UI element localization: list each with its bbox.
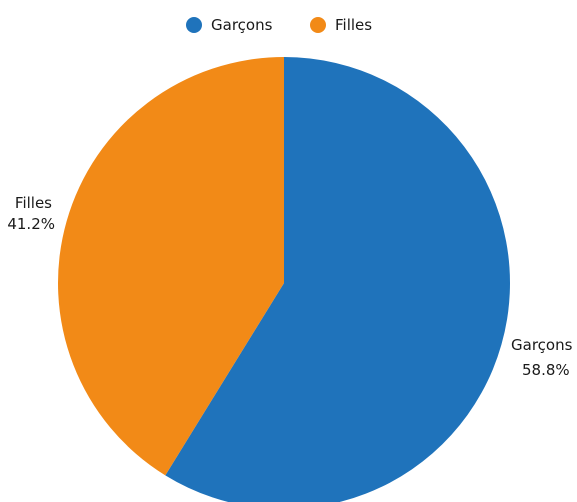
pie-slices — [57, 57, 510, 502]
legend-item-garcons[interactable]: Garçons — [186, 16, 273, 34]
slice-label-name-garcons: Garçons — [511, 336, 573, 354]
slice-label-value-filles: 41.2% — [7, 215, 55, 233]
slice-label-value-garcons: 58.8% — [522, 361, 570, 379]
slice-label-name-filles: Filles — [15, 194, 52, 212]
legend-item-filles[interactable]: Filles — [310, 16, 372, 34]
legend-swatch-garcons — [186, 17, 202, 33]
pie-slice-filles[interactable] — [57, 57, 284, 476]
slice-labels: Filles 41.2% Garçons 58.8% — [7, 194, 572, 379]
pie-slice-garcons[interactable] — [165, 57, 510, 502]
legend-swatch-filles — [310, 17, 326, 33]
legend-label-filles: Filles — [335, 16, 372, 34]
chart-legend: Garçons Filles — [186, 16, 372, 34]
legend-label-garcons: Garçons — [211, 16, 273, 34]
